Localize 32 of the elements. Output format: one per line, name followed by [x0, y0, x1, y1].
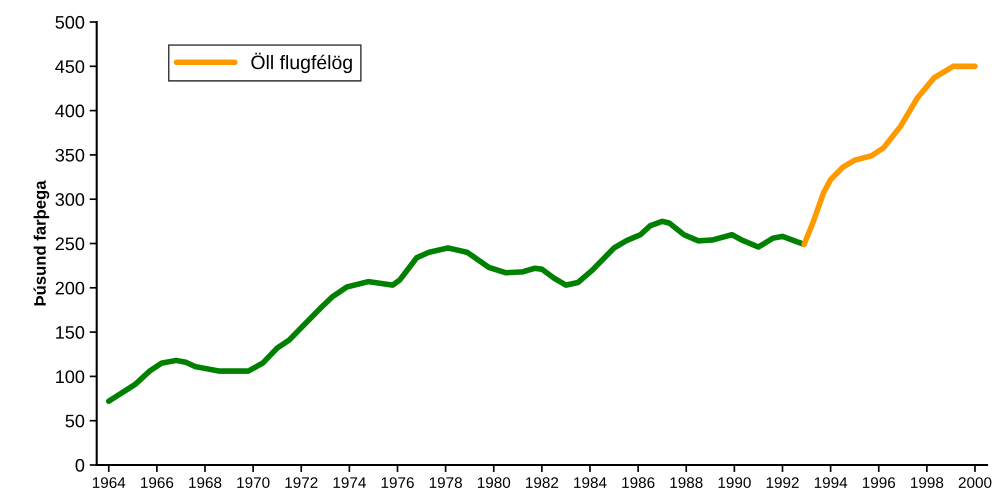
y-tick-label: 400: [55, 104, 84, 118]
x-tick-label: 1966: [141, 477, 174, 488]
x-tick-label: 2000: [958, 477, 992, 488]
x-tick-label: 1994: [814, 477, 848, 488]
y-tick-label: 0: [76, 458, 84, 472]
x-tick-label: 1968: [189, 477, 222, 488]
x-tick-label: 1988: [670, 477, 703, 488]
x-tick-label: 1970: [237, 477, 270, 488]
x-tick-label: 1998: [911, 477, 944, 488]
y-tick-label: 150: [56, 326, 84, 339]
x-tick-label: 1986: [622, 477, 654, 488]
y-tick-label: 200: [56, 282, 84, 295]
legend-label: Öll flugfélög: [251, 52, 352, 74]
y-axis-title: Þúsund farþega: [33, 180, 50, 306]
y-tick-label: 450: [55, 60, 84, 74]
x-tick-label: 1972: [285, 477, 318, 488]
x-tick-label: 1984: [574, 477, 607, 488]
x-tick-label: 1996: [862, 477, 896, 488]
x-tick-label: 1964: [92, 477, 126, 488]
y-tick-label: 350: [55, 148, 84, 162]
y-tick-label: 100: [56, 370, 84, 384]
x-tick-label: 1974: [334, 477, 366, 488]
y-tick-label: 250: [56, 237, 84, 250]
y-tick-label: 50: [66, 414, 84, 428]
y-tick-label: 500: [56, 16, 84, 29]
x-tick-label: 1978: [430, 477, 462, 488]
x-tick-label: 1992: [766, 477, 799, 488]
x-tick-label: 1990: [718, 477, 751, 488]
x-tick-label: 1976: [382, 477, 414, 488]
y-tick-label: 300: [55, 193, 84, 206]
x-tick-label: 1982: [526, 477, 558, 488]
x-tick-label: 1980: [478, 477, 510, 488]
